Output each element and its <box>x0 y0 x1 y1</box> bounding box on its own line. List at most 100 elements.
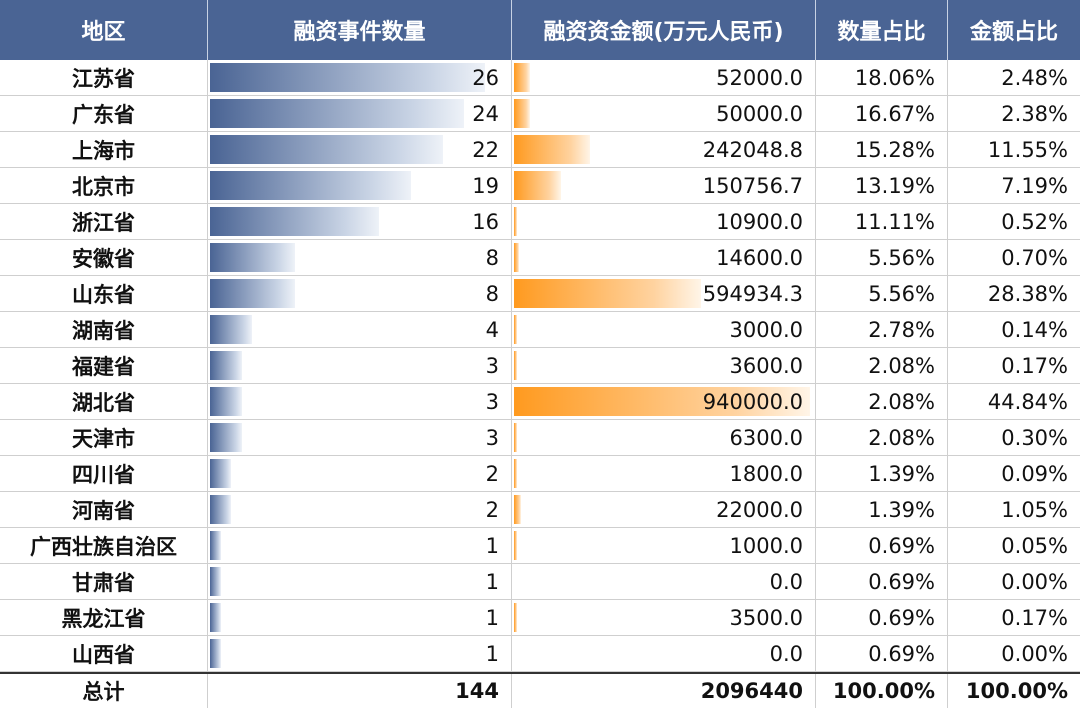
count-bar <box>210 351 242 380</box>
amount-value: 0.0 <box>769 641 803 666</box>
count-value: 1 <box>485 605 499 630</box>
count-bar <box>210 315 253 344</box>
count-pct-value: 0.69% <box>868 605 935 630</box>
region-label: 北京市 <box>72 174 135 199</box>
count-bar <box>210 171 412 200</box>
amount-pct-cell: 44.84% <box>948 384 1080 419</box>
count-value: 26 <box>472 65 499 90</box>
amount-bar <box>514 99 530 128</box>
amount-cell: 14600.0 <box>512 240 816 275</box>
count-pct-value: 1.39% <box>868 461 935 486</box>
table-row: 上海市 22 242048.8 15.28% 11.55% <box>0 132 1080 168</box>
total-count-pct: 100.00% <box>832 679 935 703</box>
table-row: 河南省 2 22000.0 1.39% 1.05% <box>0 492 1080 528</box>
count-pct-cell: 0.69% <box>816 636 948 671</box>
count-bar <box>210 279 295 308</box>
amount-bar <box>514 243 519 272</box>
amount-bar <box>514 387 810 416</box>
count-pct-cell: 13.19% <box>816 168 948 203</box>
count-pct-value: 2.08% <box>868 353 935 378</box>
region-label: 四川省 <box>72 462 135 487</box>
count-cell: 3 <box>208 384 512 419</box>
amount-value: 22000.0 <box>716 497 803 522</box>
count-pct-cell: 15.28% <box>816 132 948 167</box>
amount-pct-value: 28.38% <box>987 281 1068 306</box>
amount-value: 14600.0 <box>716 245 803 270</box>
amount-bar <box>514 495 521 524</box>
amount-pct-cell: 0.00% <box>948 564 1080 599</box>
header-amount: 融资资金额(万元人民币) <box>512 0 816 60</box>
region-cell: 江苏省 <box>0 60 208 95</box>
amount-cell: 3000.0 <box>512 312 816 347</box>
count-bar <box>210 63 486 92</box>
count-value: 22 <box>472 137 499 162</box>
amount-cell: 10900.0 <box>512 204 816 239</box>
count-value: 2 <box>485 497 499 522</box>
count-pct-value: 0.69% <box>868 641 935 666</box>
count-value: 8 <box>485 245 499 270</box>
amount-pct-cell: 0.14% <box>948 312 1080 347</box>
total-count-pct-cell: 100.00% <box>816 674 948 708</box>
count-pct-cell: 11.11% <box>816 204 948 239</box>
amount-cell: 50000.0 <box>512 96 816 131</box>
table-row: 湖北省 3 940000.0 2.08% 44.84% <box>0 384 1080 420</box>
region-cell: 湖南省 <box>0 312 208 347</box>
region-label: 安徽省 <box>72 246 135 271</box>
total-count: 144 <box>455 679 499 703</box>
total-label-cell: 总计 <box>0 674 208 708</box>
total-amount-pct-cell: 100.00% <box>948 674 1080 708</box>
header-region: 地区 <box>0 0 208 60</box>
region-cell: 黑龙江省 <box>0 600 208 635</box>
count-cell: 1 <box>208 636 512 671</box>
amount-cell: 3500.0 <box>512 600 816 635</box>
amount-pct-cell: 1.05% <box>948 492 1080 527</box>
count-pct-value: 18.06% <box>854 65 935 90</box>
region-label: 天津市 <box>72 426 135 451</box>
amount-cell: 940000.0 <box>512 384 816 419</box>
table-row: 天津市 3 6300.0 2.08% 0.30% <box>0 420 1080 456</box>
amount-cell: 242048.8 <box>512 132 816 167</box>
count-cell: 16 <box>208 204 512 239</box>
region-label: 广西壮族自治区 <box>30 534 177 559</box>
count-value: 19 <box>472 173 499 198</box>
count-bar <box>210 603 221 632</box>
total-count-cell: 144 <box>208 674 512 708</box>
amount-bar <box>514 603 517 632</box>
amount-pct-value: 0.00% <box>1001 569 1068 594</box>
count-pct-value: 5.56% <box>868 245 935 270</box>
count-pct-value: 5.56% <box>868 281 935 306</box>
amount-pct-value: 0.17% <box>1001 353 1068 378</box>
count-cell: 3 <box>208 348 512 383</box>
amount-value: 0.0 <box>769 569 803 594</box>
count-pct-value: 1.39% <box>868 497 935 522</box>
amount-bar <box>514 531 517 560</box>
count-bar <box>210 423 242 452</box>
amount-value: 1800.0 <box>729 461 803 486</box>
count-value: 1 <box>485 641 499 666</box>
amount-pct-cell: 0.17% <box>948 600 1080 635</box>
count-value: 24 <box>472 101 499 126</box>
table-row: 山东省 8 594934.3 5.56% 28.38% <box>0 276 1080 312</box>
amount-pct-cell: 2.48% <box>948 60 1080 95</box>
total-row: 总计 144 2096440 100.00% 100.00% <box>0 672 1080 708</box>
count-value: 3 <box>485 389 499 414</box>
region-cell: 浙江省 <box>0 204 208 239</box>
count-pct-value: 15.28% <box>854 137 935 162</box>
count-cell: 1 <box>208 600 512 635</box>
amount-pct-cell: 0.52% <box>948 204 1080 239</box>
amount-value: 1000.0 <box>729 533 803 558</box>
count-value: 8 <box>485 281 499 306</box>
count-cell: 1 <box>208 528 512 563</box>
amount-pct-cell: 0.70% <box>948 240 1080 275</box>
amount-pct-cell: 0.00% <box>948 636 1080 671</box>
table-row: 福建省 3 3600.0 2.08% 0.17% <box>0 348 1080 384</box>
region-cell: 甘肃省 <box>0 564 208 599</box>
count-pct-value: 11.11% <box>854 209 935 234</box>
header-amount-pct: 金额占比 <box>948 0 1080 60</box>
amount-pct-cell: 7.19% <box>948 168 1080 203</box>
count-bar <box>210 567 221 596</box>
total-label: 总计 <box>82 680 125 704</box>
count-pct-cell: 2.08% <box>816 348 948 383</box>
count-pct-cell: 2.08% <box>816 420 948 455</box>
